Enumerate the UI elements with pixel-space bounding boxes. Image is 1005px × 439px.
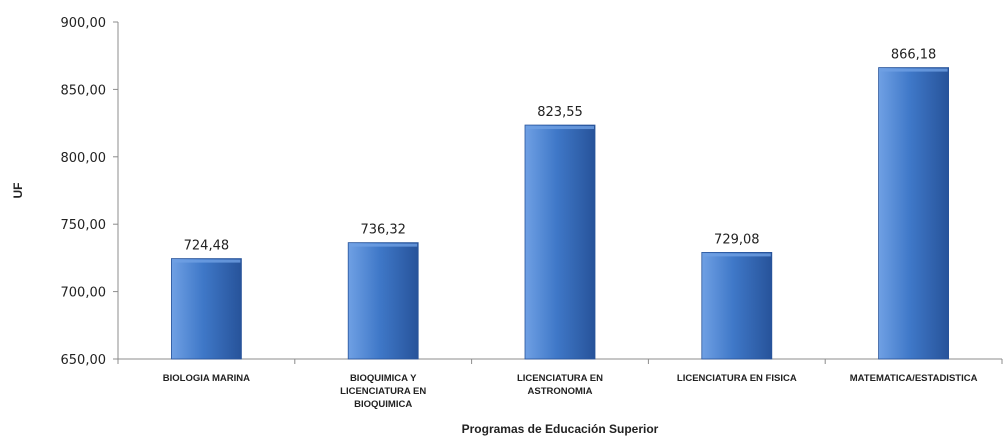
bar-highlight — [172, 259, 241, 263]
axes: 650,00 700,00 750,00 800,00 850,00 900,00 — [61, 16, 1003, 368]
x-tick-label: LICENCIATURA EN FISICA — [677, 373, 797, 384]
x-axis-title: Programas de Educación Superior — [462, 422, 659, 436]
x-tick-label: BIOQUIMICA Y LICENCIATURA EN BIOQUIMICA — [340, 373, 426, 410]
y-tick-label: 650,00 — [61, 353, 107, 368]
data-label: 729,08 — [714, 232, 760, 247]
y-tick-label: 800,00 — [61, 151, 107, 166]
y-axis-title: UF — [11, 183, 25, 199]
bar — [701, 252, 773, 360]
bar-highlight — [879, 68, 948, 72]
data-label: 736,32 — [360, 223, 406, 238]
bars — [170, 67, 949, 360]
y-tick-label: 850,00 — [61, 83, 107, 98]
data-label: 724,48 — [184, 239, 230, 254]
y-tick-label: 700,00 — [61, 286, 107, 301]
x-tick-label: MATEMATICA/ESTADISTICA — [850, 373, 978, 384]
x-tick-label: LICENCIATURA EN ASTRONOMIA — [517, 373, 603, 397]
bar — [170, 258, 242, 360]
bar — [524, 124, 596, 360]
bar-highlight — [526, 126, 594, 130]
bar-highlight — [349, 243, 418, 247]
data-label: 866,18 — [891, 48, 937, 63]
bar — [347, 242, 419, 360]
x-tick-label: BIOLOGIA MARINA — [163, 373, 250, 384]
y-tick-label: 900,00 — [61, 16, 107, 31]
bar — [878, 67, 949, 360]
bar-highlight — [702, 253, 771, 257]
data-label: 823,55 — [537, 105, 583, 120]
y-tick-label: 750,00 — [61, 218, 107, 233]
labels: 724,48 736,32 823,55 729,08 866,18 BIOLOGIA M… — [163, 48, 978, 410]
